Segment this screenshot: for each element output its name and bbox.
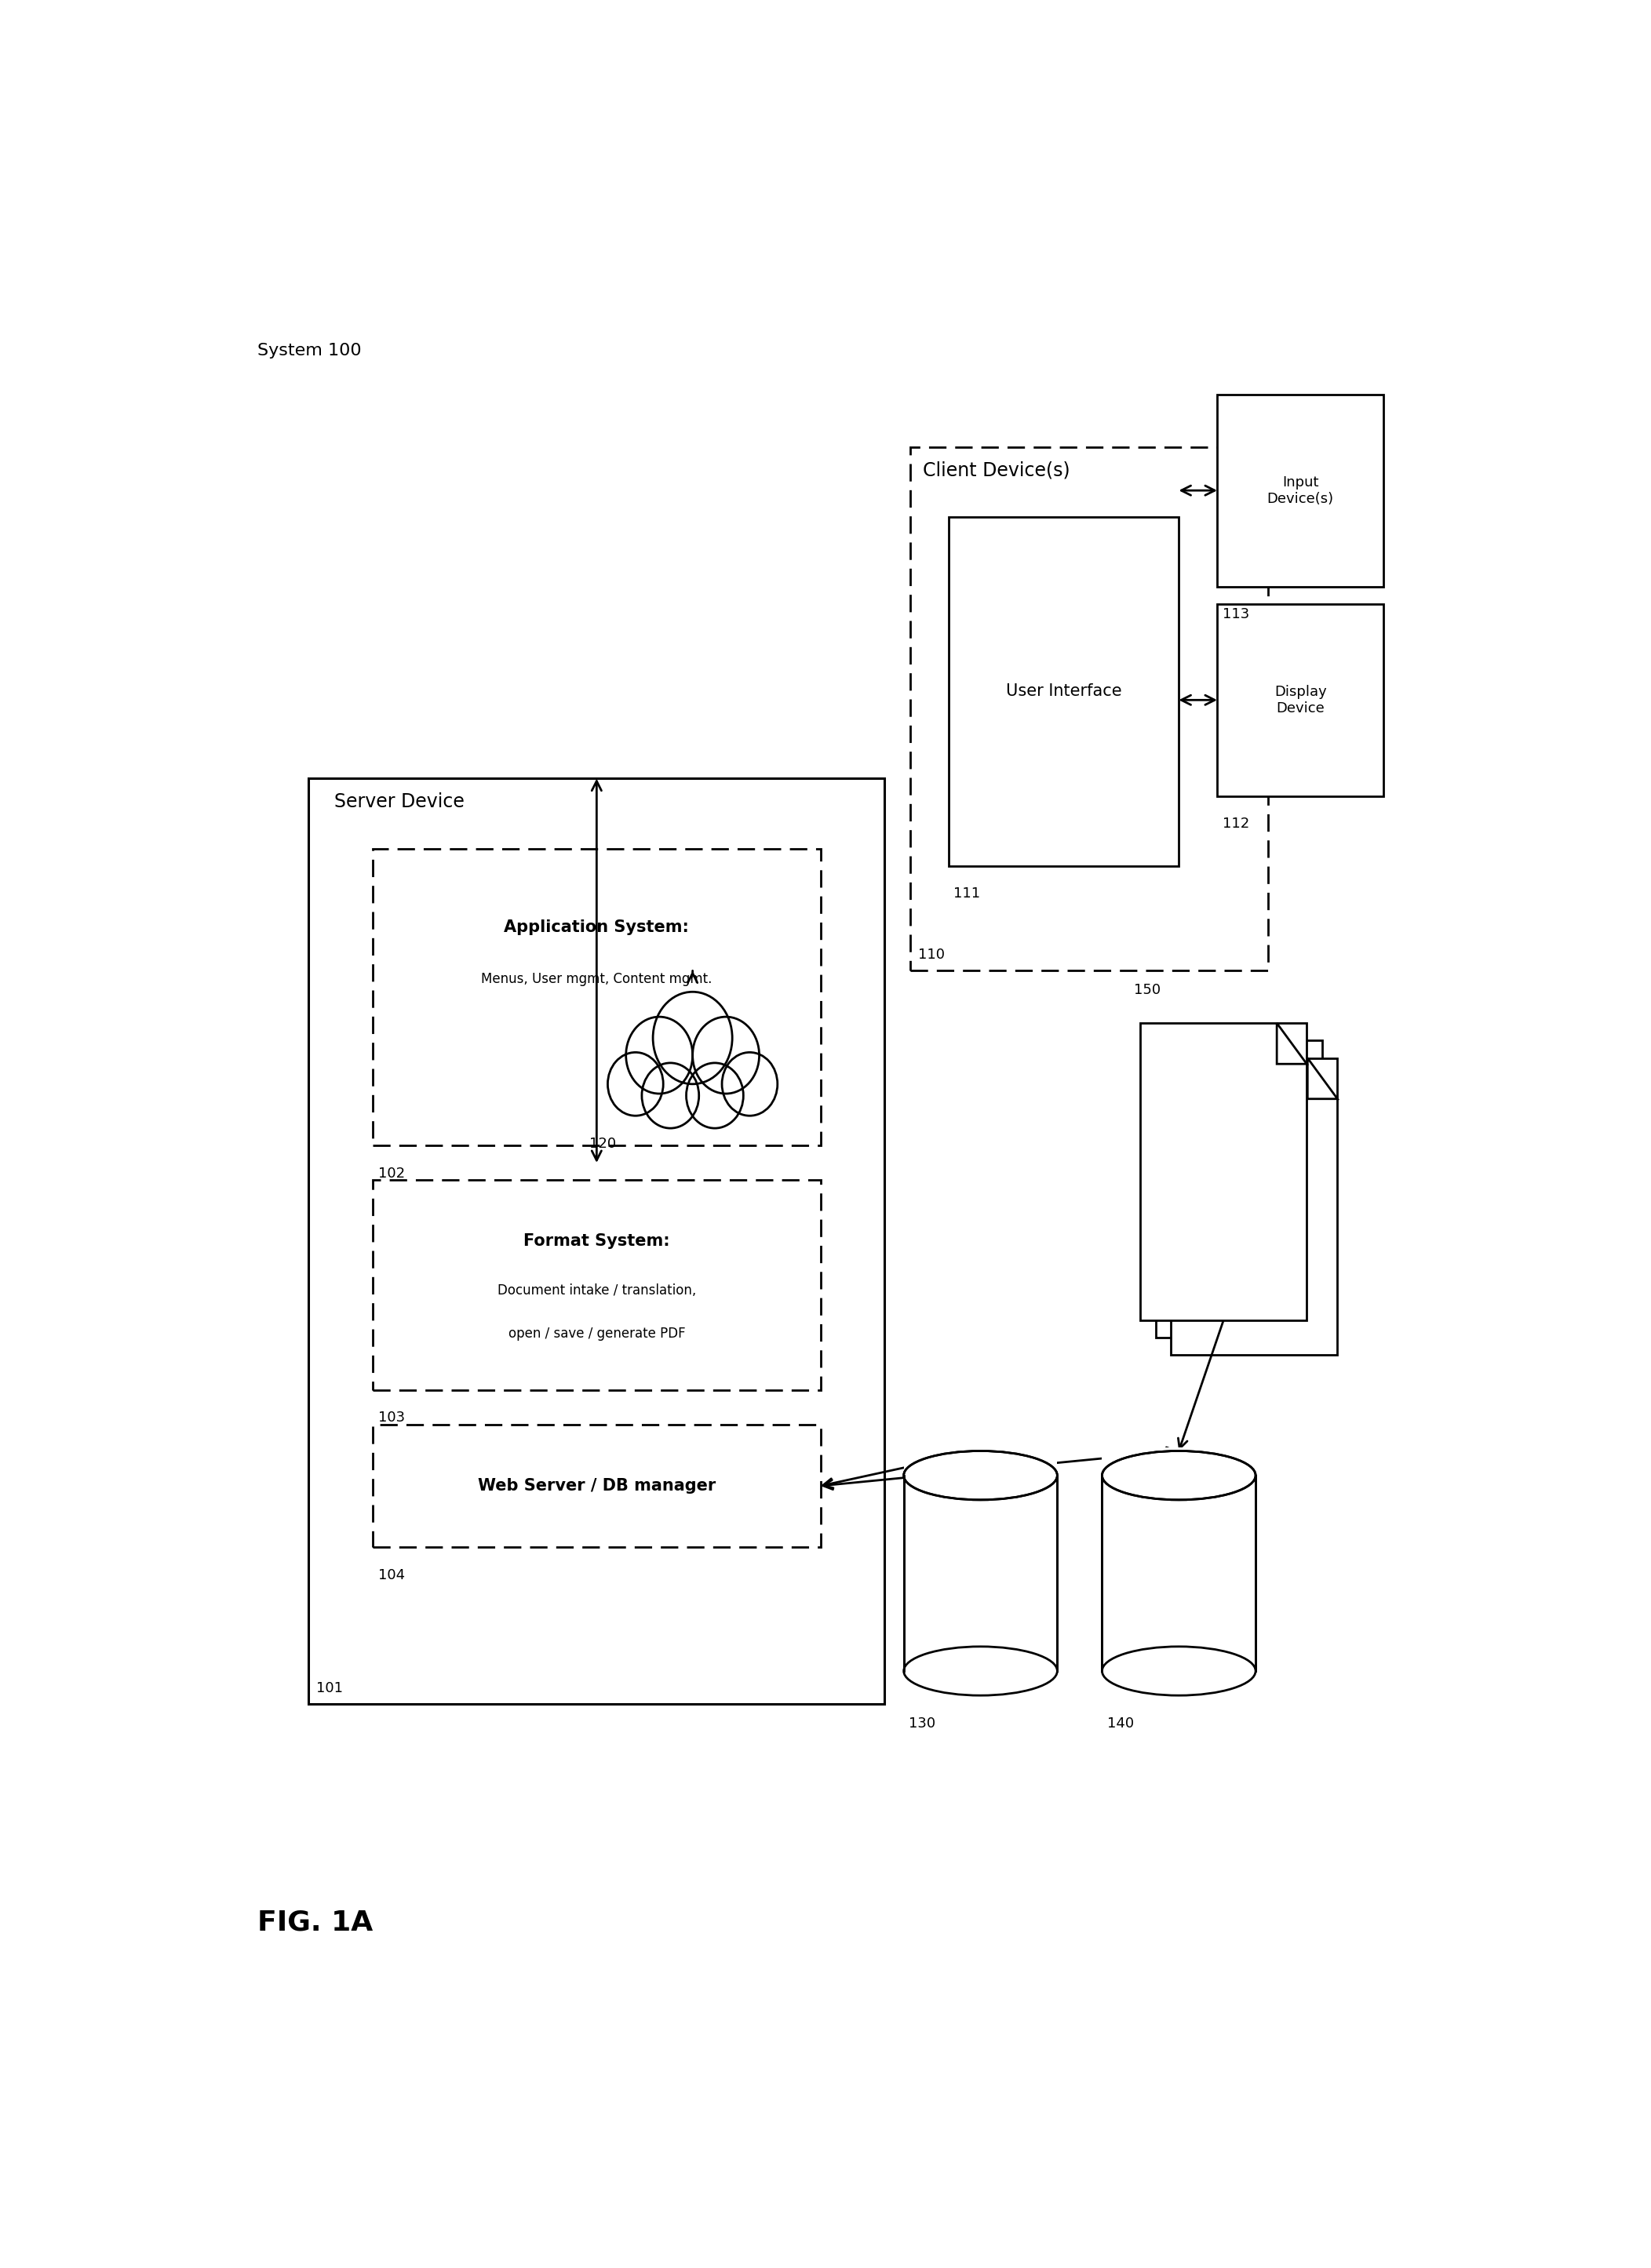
Text: Display
Device: Display Device (1275, 685, 1326, 714)
Text: Server Device: Server Device (334, 792, 464, 812)
Text: Sources of
data: Sources of data (1199, 1157, 1273, 1186)
Polygon shape (1293, 1041, 1322, 1082)
Bar (1103, 1476, 1256, 1672)
Bar (948, 517, 1179, 866)
Text: 113: 113 (1222, 608, 1250, 621)
Text: Network: Network (660, 1064, 725, 1080)
Bar (373, 1179, 821, 1390)
Bar (1217, 603, 1384, 796)
Text: Input
Device(s): Input Device(s) (1266, 476, 1334, 506)
Ellipse shape (721, 1052, 778, 1116)
Text: 111: 111 (954, 887, 981, 900)
Bar (1103, 1447, 1256, 1476)
Ellipse shape (903, 1452, 1057, 1499)
Bar (1171, 1057, 1337, 1354)
Text: 130: 130 (908, 1717, 936, 1730)
Text: 150: 150 (1134, 982, 1161, 998)
Ellipse shape (1103, 1647, 1256, 1696)
Text: Annotation
Database: Annotation Database (944, 1569, 1015, 1601)
Text: Document intake / translation,: Document intake / translation, (497, 1284, 697, 1297)
Text: Web Server / DB manager: Web Server / DB manager (477, 1479, 715, 1495)
Ellipse shape (693, 1016, 759, 1093)
Bar (1141, 1023, 1308, 1320)
Text: 104: 104 (378, 1567, 404, 1583)
Bar (1217, 395, 1384, 587)
Ellipse shape (608, 1052, 664, 1116)
Text: Client Device(s): Client Device(s) (923, 460, 1070, 479)
Ellipse shape (903, 1647, 1057, 1696)
Text: 102: 102 (378, 1166, 404, 1179)
Polygon shape (1308, 1057, 1337, 1100)
Text: open / save / generate PDF: open / save / generate PDF (509, 1327, 685, 1340)
Text: General
Information
Database: General Information Database (1144, 1579, 1213, 1617)
Ellipse shape (687, 1064, 743, 1127)
Text: Format System:: Format System: (523, 1234, 670, 1250)
Text: 101: 101 (317, 1681, 343, 1696)
Bar (910, 447, 1268, 971)
Text: 112: 112 (1222, 816, 1250, 830)
Text: 110: 110 (918, 948, 944, 962)
Bar (903, 1476, 1057, 1672)
Ellipse shape (1103, 1452, 1256, 1499)
Text: 120: 120 (589, 1136, 616, 1150)
Bar (309, 778, 885, 1703)
Ellipse shape (626, 1016, 693, 1093)
Bar (903, 1447, 1057, 1476)
Bar (373, 848, 821, 1145)
Text: User Interface: User Interface (1005, 683, 1121, 699)
Bar (373, 1424, 821, 1547)
Text: FIG. 1A: FIG. 1A (258, 1910, 373, 1937)
Text: Application System:: Application System: (504, 919, 688, 934)
Polygon shape (1276, 1023, 1308, 1064)
Text: 103: 103 (378, 1411, 404, 1424)
Text: System 100: System 100 (258, 342, 362, 358)
Bar (1156, 1041, 1322, 1338)
Text: Menus, User mgmt, Content mgmt.: Menus, User mgmt, Content mgmt. (480, 973, 712, 987)
Ellipse shape (642, 1064, 698, 1127)
Text: 140: 140 (1108, 1717, 1134, 1730)
Ellipse shape (652, 991, 733, 1084)
